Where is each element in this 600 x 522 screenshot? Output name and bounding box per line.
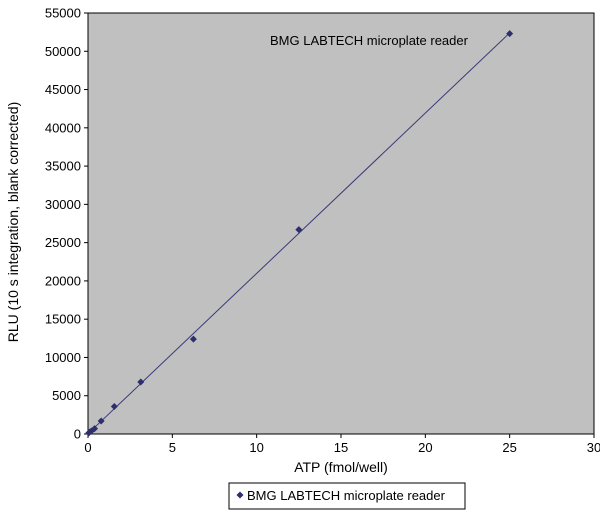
y-axis-title: RLU (10 s integration, blank corrected) <box>5 102 21 342</box>
data-point <box>295 226 303 234</box>
data-point <box>506 30 514 38</box>
y-tick-label: 50000 <box>45 44 81 59</box>
legend-box <box>228 482 466 510</box>
x-axis-title: ATP (fmol/well) <box>294 459 388 475</box>
legend: BMG LABTECH microplate reader <box>228 482 466 510</box>
x-tick-label: 20 <box>418 440 432 455</box>
trendline <box>88 32 511 434</box>
series-layer <box>85 30 514 437</box>
y-axis: 0 5000 10000 15000 20000 25000 30000 35000 40000… <box>45 6 88 442</box>
y-tick-label: 25000 <box>45 235 81 250</box>
y-tick-label: 35000 <box>45 159 81 174</box>
legend-label: BMG LABTECH microplate reader <box>247 488 446 503</box>
x-tick-label: 15 <box>334 440 348 455</box>
legend-marker <box>236 491 244 499</box>
y-tick-label: 55000 <box>45 6 81 21</box>
data-point <box>137 378 145 386</box>
data-point <box>97 417 105 425</box>
x-tick-label: 30 <box>587 440 600 455</box>
y-tick-label: 10000 <box>45 350 81 365</box>
x-axis: 0 5 10 15 20 25 30 <box>84 434 600 455</box>
x-tick-label: 25 <box>502 440 516 455</box>
data-point <box>91 425 99 433</box>
y-tick-label: 5000 <box>52 388 81 403</box>
y-tick-label: 30000 <box>45 197 81 212</box>
y-tick-label: 45000 <box>45 82 81 97</box>
x-tick-label: 0 <box>84 440 91 455</box>
plot-area <box>87 12 595 435</box>
y-tick-label: 20000 <box>45 273 81 288</box>
y-tick-label: 0 <box>74 427 81 442</box>
y-tick-label: 15000 <box>45 312 81 327</box>
y-tick-label: 40000 <box>45 120 81 135</box>
annotation-label: BMG LABTECH microplate reader <box>270 33 469 48</box>
data-point <box>189 335 197 343</box>
x-tick-label: 5 <box>169 440 176 455</box>
x-tick-label: 10 <box>249 440 263 455</box>
data-point <box>110 402 118 410</box>
